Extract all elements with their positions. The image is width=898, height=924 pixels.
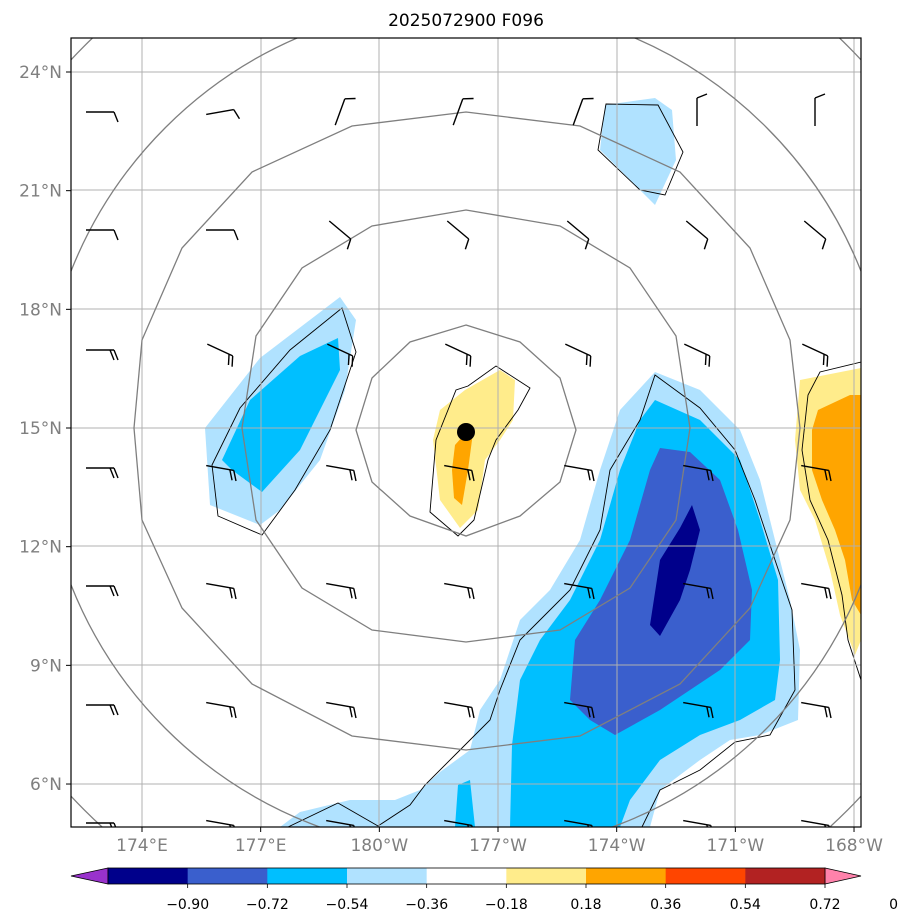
range-ring-1 <box>355 324 577 537</box>
wind-barb <box>803 220 827 250</box>
wind-barb <box>685 220 709 250</box>
blob-west-medium <box>222 338 340 492</box>
wind-barb <box>86 229 119 241</box>
wind-barb <box>328 220 352 250</box>
colorbar-label: 0.72 <box>809 897 840 913</box>
colorbar-segment <box>586 868 667 884</box>
wind-barb <box>326 464 357 482</box>
wind-barb <box>444 582 475 600</box>
lat-tick-label: 21°N <box>19 182 62 202</box>
colorbar-label: 0.54 <box>730 897 761 913</box>
lon-tick-label: 180°W <box>350 836 408 856</box>
wind-barb <box>334 97 356 126</box>
blob-center-orange <box>452 428 472 505</box>
wind-barb <box>814 93 826 126</box>
storm-center-marker <box>457 423 475 441</box>
wind-barb <box>86 822 117 827</box>
wind-barb <box>86 704 119 716</box>
colorbar-segment <box>267 868 348 884</box>
wind-barb <box>696 93 708 126</box>
wind-barb <box>683 464 714 482</box>
wind-barb <box>444 464 475 482</box>
axis-ticks: 24°N 21°N 18°N 15°N 12°N 9°N 6°N 174°E 177°E 180°… <box>19 63 883 856</box>
colorbar-segment <box>347 868 428 884</box>
lon-tick-label: 168°W <box>825 836 883 856</box>
wind-barb <box>572 97 594 126</box>
wind-barb <box>206 701 237 719</box>
blob-southeast-navy <box>650 505 700 636</box>
wind-barb <box>684 343 711 367</box>
wind-barb <box>801 701 832 719</box>
wind-barb <box>801 582 832 600</box>
wind-barb <box>565 343 592 367</box>
wind-barbs <box>86 93 832 827</box>
lat-tick-label: 12°N <box>19 538 62 558</box>
colorbar-label: −0.54 <box>326 897 369 913</box>
blob-north-light <box>600 98 676 205</box>
wind-barb <box>326 701 357 719</box>
wind-barb <box>564 582 595 600</box>
wind-barb <box>452 97 474 126</box>
colorbar-segment <box>187 868 268 884</box>
wind-barb <box>206 582 237 600</box>
wind-barb <box>206 229 239 241</box>
colorbar-label: −0.36 <box>405 897 448 913</box>
wind-barb <box>683 582 714 600</box>
range-ring-2 <box>241 209 691 643</box>
wind-barb <box>206 464 237 482</box>
wind-barb <box>327 343 354 367</box>
lon-tick-label: 174°W <box>588 836 646 856</box>
lat-tick-label: 6°N <box>30 775 62 795</box>
colorbar-segment <box>665 868 746 884</box>
wind-barb <box>207 343 234 367</box>
wind-barb <box>801 464 832 482</box>
lat-tick-label: 9°N <box>30 656 62 676</box>
colorbar-extend-low <box>70 867 109 885</box>
lon-tick-label: 174°E <box>116 836 168 856</box>
colorbar-label: −0.18 <box>485 897 528 913</box>
lat-tick-label: 18°N <box>19 300 62 320</box>
contour-lines <box>211 103 861 827</box>
wind-barb <box>566 220 590 250</box>
colorbar-extend-high <box>824 867 862 885</box>
lat-tick-label: 24°N <box>19 63 62 83</box>
wind-barb <box>445 343 472 367</box>
lon-tick-label: 177°W <box>469 836 527 856</box>
wind-barb <box>86 349 119 361</box>
wind-barb <box>86 111 119 123</box>
colorbar-label: 0.90 <box>889 897 898 913</box>
wind-barb <box>444 701 475 719</box>
range-ring-3 <box>133 111 801 751</box>
colorbar-label: −0.90 <box>166 897 209 913</box>
colorbar-segment <box>506 868 587 884</box>
wind-barb <box>802 343 829 367</box>
colorbar-segment <box>745 868 826 884</box>
lat-tick-label: 15°N <box>19 419 62 439</box>
colorbar-label: 0.36 <box>650 897 681 913</box>
colorbar-label: −0.72 <box>246 897 289 913</box>
wind-barb <box>683 701 714 719</box>
colorbar-segment <box>108 868 189 884</box>
wind-barb <box>86 585 119 597</box>
colorbar-label: 0.18 <box>570 897 601 913</box>
wind-barb <box>206 108 241 120</box>
blob-east-orange <box>812 395 861 615</box>
map-title: 2025072900 F096 <box>388 11 544 31</box>
wind-barb <box>86 467 119 479</box>
lon-tick-label: 177°E <box>235 836 287 856</box>
colorbar: −0.90 −0.72 −0.54 −0.36 −0.18 0.18 0.36 0.54 0.7… <box>70 867 898 913</box>
wind-barb <box>326 582 357 600</box>
colorbar-segment <box>426 868 507 884</box>
map-frame <box>70 37 862 828</box>
lon-tick-label: 171°W <box>706 836 764 856</box>
wind-barb <box>564 464 595 482</box>
wind-barb <box>564 701 595 719</box>
wind-barb <box>446 220 470 250</box>
